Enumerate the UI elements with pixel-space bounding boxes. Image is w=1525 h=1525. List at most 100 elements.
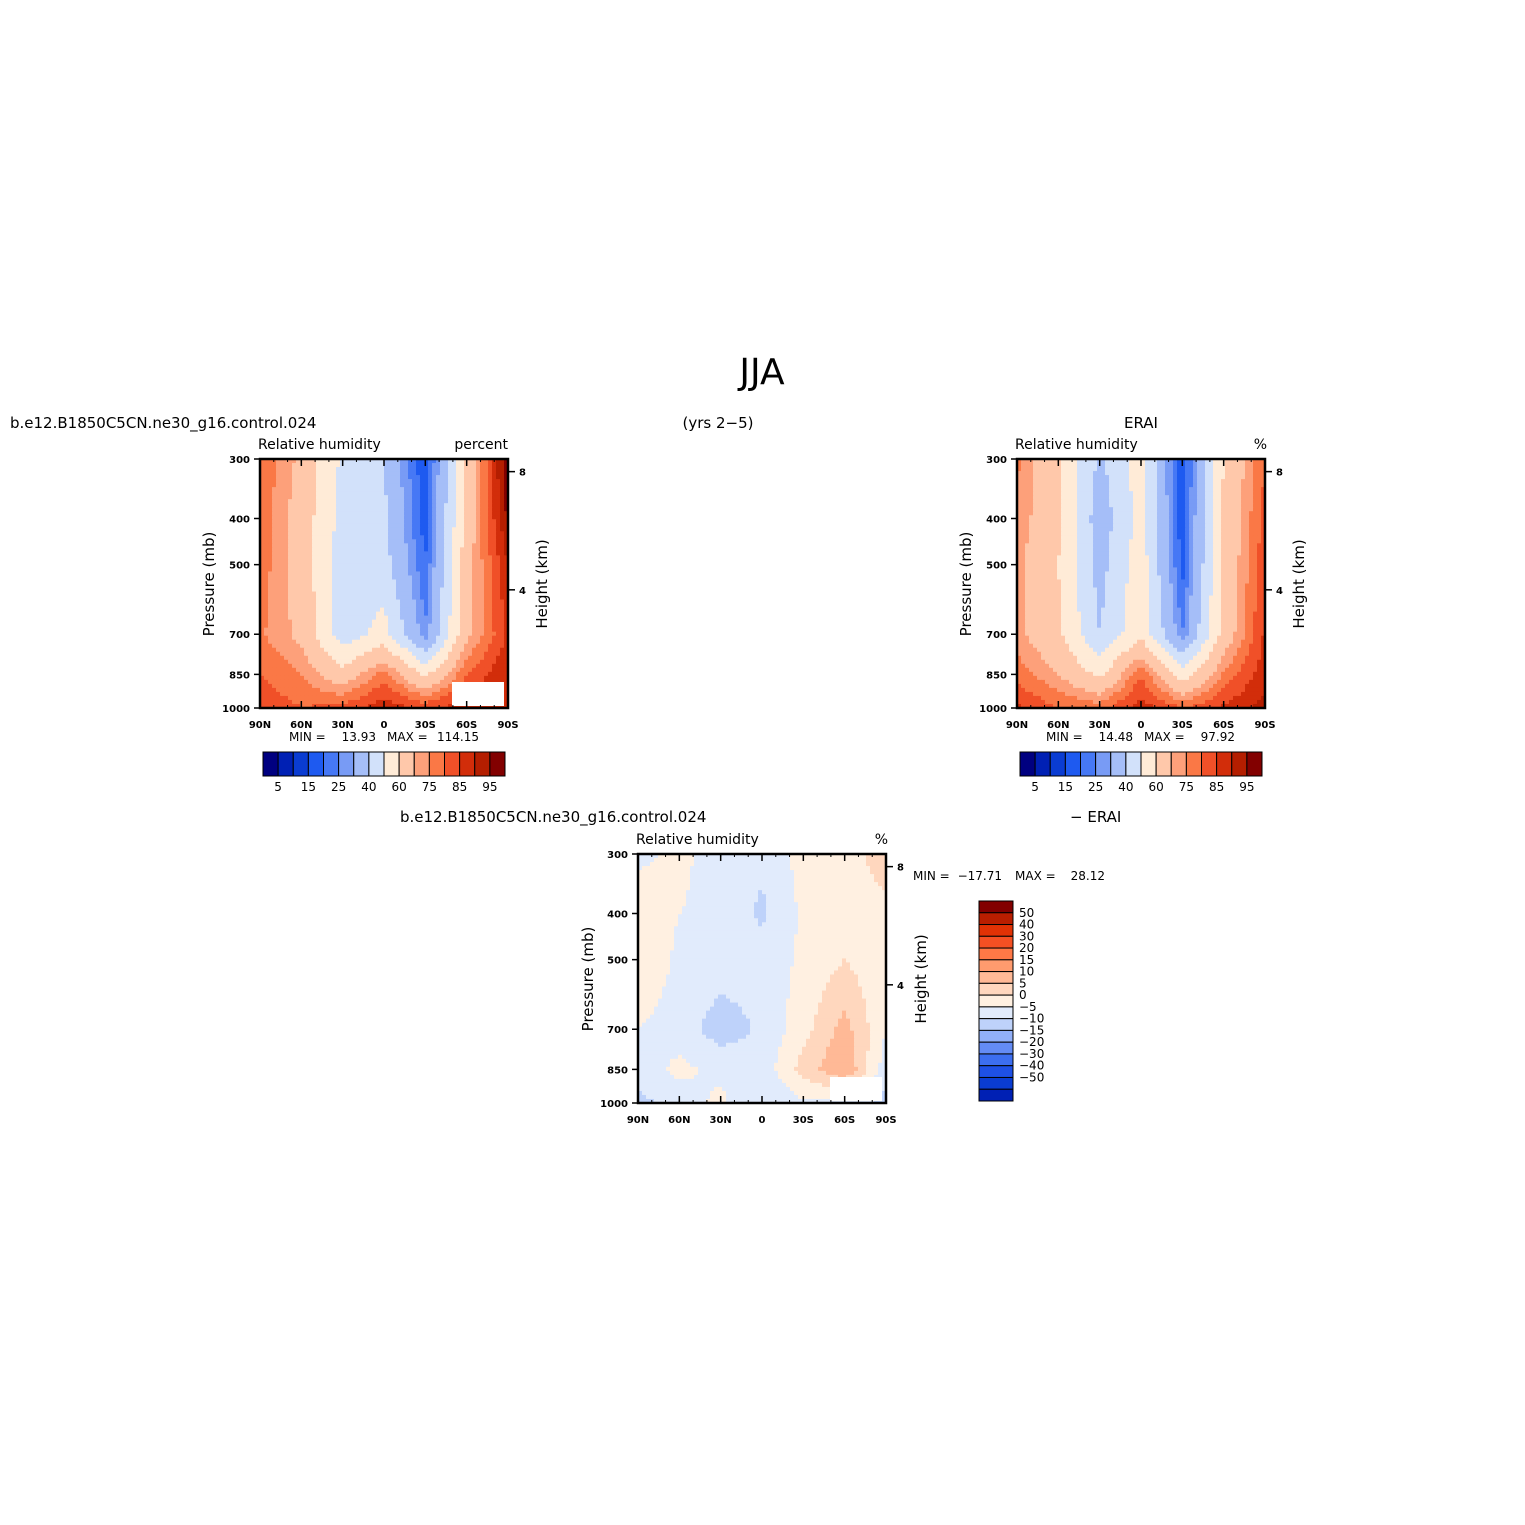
- field-cell: [328, 479, 333, 484]
- field-cell: [1149, 487, 1154, 492]
- field-cell: [336, 619, 341, 625]
- field-cell: [1121, 487, 1126, 492]
- field-cell: [292, 579, 297, 585]
- field-cell: [1077, 459, 1082, 464]
- field-cell: [428, 519, 433, 524]
- field-cell: [1177, 471, 1182, 476]
- field-cell: [340, 591, 345, 597]
- field-cell: [1045, 515, 1050, 520]
- field-cell: [436, 675, 441, 681]
- field-cell: [356, 567, 361, 573]
- field-cell: [448, 467, 453, 472]
- field-cell: [424, 659, 429, 665]
- field-cell: [1221, 487, 1226, 492]
- field-cell: [504, 611, 508, 617]
- field-cell: [304, 619, 309, 625]
- field-cell: [428, 667, 433, 673]
- field-cell: [1045, 479, 1050, 484]
- field-cell: [1069, 475, 1074, 480]
- field-cell: [456, 619, 461, 625]
- field-cell: [480, 463, 485, 468]
- field-cell: [1077, 507, 1082, 512]
- field-cell: [496, 463, 501, 468]
- field-cell: [468, 639, 473, 645]
- field-cell: [348, 691, 353, 697]
- field-cell: [372, 579, 377, 585]
- field-cell: [308, 587, 313, 593]
- field-cell: [340, 483, 345, 488]
- field-cell: [304, 491, 309, 496]
- field-cell: [1037, 463, 1042, 468]
- field-cell: [472, 615, 477, 621]
- field-cell: [492, 647, 497, 653]
- field-cell: [428, 699, 433, 705]
- field-cell: [424, 543, 429, 548]
- field-cell: [268, 647, 273, 653]
- field-cell: [472, 579, 477, 585]
- field-cell: [1025, 467, 1030, 472]
- field-cell: [1125, 499, 1130, 504]
- field-cell: [1197, 499, 1202, 504]
- field-cell: [460, 467, 465, 472]
- field-cell: [320, 619, 325, 625]
- field-cell: [296, 471, 301, 476]
- field-cell: [1141, 475, 1146, 480]
- field-cell: [296, 635, 301, 641]
- field-cell: [336, 483, 341, 488]
- field-cell: [432, 471, 437, 476]
- field-cell: [292, 463, 297, 468]
- field-cell: [312, 559, 317, 565]
- field-cell: [488, 539, 493, 544]
- field-cell: [1249, 519, 1254, 524]
- field-cell: [436, 595, 441, 601]
- field-cell: [340, 539, 345, 544]
- field-cell: [392, 667, 397, 673]
- field-cell: [420, 463, 425, 468]
- field-cell: [432, 619, 437, 625]
- field-cell: [264, 627, 269, 633]
- field-cell: [488, 587, 493, 593]
- field-cell: [456, 559, 461, 565]
- field-cell: [384, 643, 389, 649]
- field-cell: [500, 607, 505, 613]
- field-cell: [424, 519, 429, 524]
- field-cell: [392, 559, 397, 565]
- field-cell: [452, 635, 457, 641]
- field-cell: [1017, 463, 1022, 468]
- field-cell: [420, 579, 425, 585]
- field-cell: [420, 471, 425, 476]
- field-cell: [500, 495, 505, 500]
- field-cell: [416, 503, 421, 508]
- field-cell: [416, 571, 421, 577]
- field-cell: [284, 639, 289, 645]
- field-cell: [408, 647, 413, 653]
- field-cell: [452, 495, 457, 500]
- field-cell: [340, 603, 345, 609]
- field-cell: [460, 563, 465, 569]
- field-cell: [440, 599, 445, 605]
- field-cell: [1237, 507, 1242, 512]
- field-cell: [484, 627, 489, 633]
- field-cell: [1141, 507, 1146, 512]
- field-cell: [344, 547, 349, 552]
- field-cell: [1141, 487, 1146, 492]
- field-cell: [492, 579, 497, 585]
- field-cell: [1193, 479, 1198, 484]
- field-cell: [324, 627, 329, 633]
- field-cell: [444, 531, 449, 536]
- field-cell: [272, 575, 277, 581]
- field-cell: [412, 495, 417, 500]
- field-cell: [444, 555, 449, 561]
- field-cell: [264, 615, 269, 621]
- field-cell: [376, 547, 381, 552]
- field-cell: [404, 551, 409, 556]
- field-cell: [1029, 471, 1034, 476]
- field-cell: [436, 683, 441, 689]
- field-cell: [384, 663, 389, 669]
- field-cell: [352, 631, 357, 637]
- field-cell: [456, 563, 461, 569]
- field-cell: [260, 679, 265, 685]
- field-cell: [264, 667, 269, 673]
- field-cell: [412, 499, 417, 504]
- field-cell: [348, 563, 353, 569]
